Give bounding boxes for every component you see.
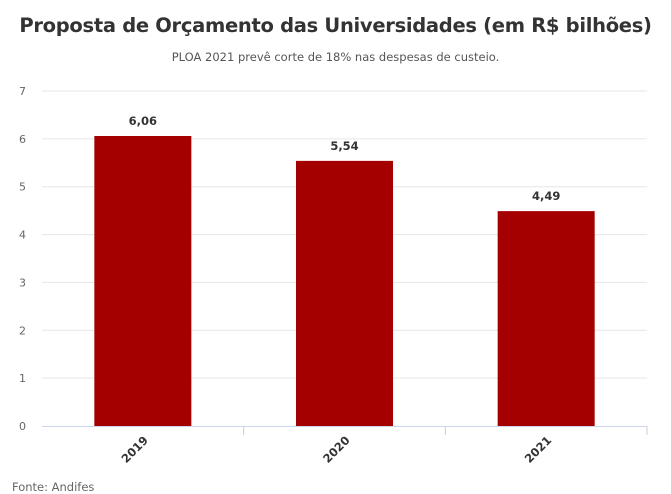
y-axis-ticks: 0 1 2 3 4 5 6 7 — [19, 85, 26, 433]
y-tick-label: 2 — [19, 324, 26, 337]
y-tick-label: 3 — [19, 276, 26, 289]
data-label: 5,54 — [330, 139, 358, 153]
y-tick-label: 4 — [19, 229, 26, 242]
chart-subtitle: PLOA 2021 prevê corte de 18% nas despesa… — [171, 50, 500, 64]
x-axis: 2019 2020 2021 — [42, 426, 648, 466]
x-tick-label: 2021 — [522, 433, 555, 466]
y-tick-label: 1 — [19, 372, 26, 385]
x-tick-label: 2019 — [118, 433, 151, 466]
data-label: 4,49 — [532, 189, 560, 203]
y-tick-label: 6 — [19, 133, 26, 146]
x-tick-label: 2020 — [320, 433, 353, 466]
chart-title: Proposta de Orçamento das Universidades … — [19, 14, 652, 37]
data-labels: 6,06 5,54 4,49 — [129, 114, 561, 203]
y-tick-label: 5 — [19, 181, 26, 194]
data-label: 6,06 — [129, 114, 157, 128]
bar — [94, 135, 192, 426]
source-note: Fonte: Andifes — [12, 480, 95, 494]
bar — [497, 211, 595, 426]
bar — [296, 160, 393, 426]
y-tick-label: 7 — [19, 85, 26, 98]
y-tick-label: 0 — [19, 420, 26, 433]
bars — [94, 135, 595, 426]
